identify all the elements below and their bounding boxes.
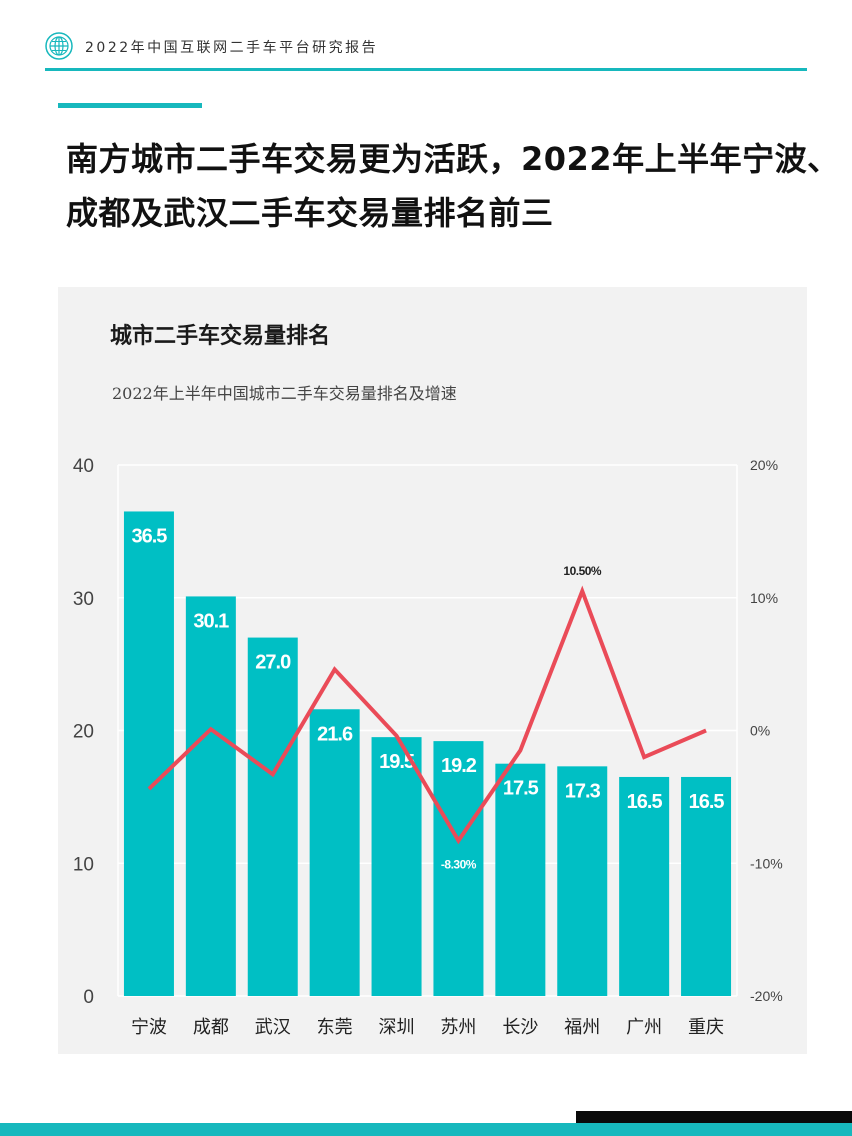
bar	[619, 776, 670, 996]
growth-annotation: -8.30%	[441, 858, 477, 872]
y-left-tick-label: 30	[73, 589, 94, 610]
bar	[185, 596, 236, 996]
x-tick-label: 苏州	[440, 1017, 476, 1038]
bar	[433, 741, 484, 996]
globe-logo-icon	[45, 32, 73, 60]
y-right-tick-label: -20%	[750, 988, 783, 1004]
bar-value-label: 21.6	[317, 723, 353, 745]
bar-value-label: 16.5	[689, 791, 725, 813]
bar-value-label: 27.0	[255, 652, 291, 674]
y-left-tick-label: 40	[73, 456, 94, 477]
x-tick-label: 宁波	[131, 1017, 167, 1038]
y-left-tick-label: 0	[83, 987, 94, 1008]
bar-value-label: 16.5	[627, 791, 663, 813]
bar-value-label: 19.2	[441, 755, 477, 777]
bar-value-label: 30.1	[193, 610, 229, 632]
report-title: 2022年中国互联网二手车平台研究报告	[85, 40, 379, 56]
page-headline: 南方城市二手车交易更为活跃，2022年上半年宁波、 成都及武汉二手车交易量排名前…	[66, 132, 840, 240]
bar	[495, 763, 546, 996]
y-right-tick-label: 10%	[750, 590, 778, 606]
headline-line-2: 成都及武汉二手车交易量排名前三	[66, 194, 554, 232]
growth-line	[147, 585, 707, 845]
y-right-tick-label: 20%	[750, 457, 778, 473]
headline-accent-bar	[58, 103, 202, 108]
bar	[371, 737, 422, 996]
chart-subtitle: 2022年上半年中国城市二手车交易量排名及增速	[112, 384, 457, 403]
bar-value-label: 17.5	[503, 778, 539, 800]
y-right-tick-label: -10%	[750, 855, 783, 871]
footer-teal-bar	[0, 1123, 852, 1136]
x-tick-label: 重庆	[688, 1017, 724, 1038]
bar-value-label: 36.5	[131, 525, 167, 547]
footer-dark-bar	[576, 1111, 852, 1123]
growth-annotation: 10.50%	[563, 564, 602, 578]
bar-value-label: 17.3	[565, 780, 601, 802]
bar	[123, 511, 174, 996]
x-tick-label: 长沙	[502, 1017, 538, 1038]
x-tick-label: 深圳	[379, 1017, 415, 1038]
bar	[247, 637, 298, 996]
x-tick-label: 成都	[193, 1017, 229, 1038]
x-tick-label: 武汉	[255, 1017, 291, 1038]
x-tick-label: 东莞	[317, 1017, 353, 1038]
header-divider	[45, 68, 807, 71]
x-tick-label: 广州	[626, 1017, 662, 1038]
y-left-tick-label: 20	[73, 722, 94, 743]
y-left-tick-label: 10	[73, 854, 94, 875]
headline-line-1: 南方城市二手车交易更为活跃，2022年上半年宁波、	[66, 140, 840, 178]
bar	[557, 766, 608, 996]
bar	[309, 709, 360, 996]
bar	[681, 776, 732, 996]
report-header: 2022年中国互联网二手车平台研究报告	[45, 32, 807, 70]
y-right-tick-label: 0%	[750, 723, 770, 739]
chart-title: 城市二手车交易量排名	[110, 324, 331, 349]
x-tick-label: 福州	[564, 1017, 600, 1038]
